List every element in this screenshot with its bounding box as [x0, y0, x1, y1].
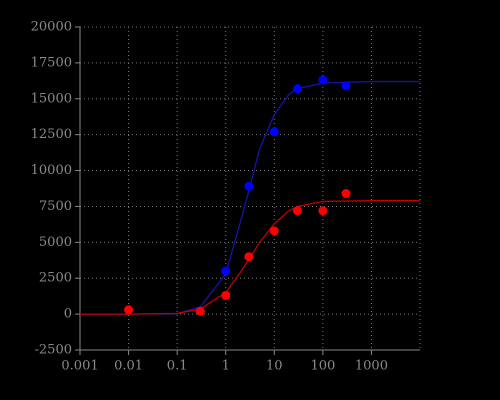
data-point [269, 127, 279, 137]
x-tick-label: 0.01 [114, 359, 143, 374]
y-tick-label: 12500 [31, 127, 72, 142]
y-tick-label: 2500 [39, 271, 72, 286]
y-tick-label: -2500 [35, 343, 72, 358]
data-point [269, 226, 279, 236]
data-point [341, 189, 351, 199]
x-tick-label: 100 [310, 359, 335, 374]
x-tick-label: 1000 [355, 359, 388, 374]
data-point [292, 84, 302, 94]
fit-curve [80, 80, 420, 315]
y-tick-label: 20000 [31, 20, 72, 35]
x-tick-label: 10 [266, 359, 283, 374]
fit-curve [80, 200, 420, 315]
x-tick-label: 0.1 [167, 359, 188, 374]
y-tick-label: 17500 [31, 55, 72, 70]
data-point [221, 290, 231, 300]
y-tick-label: 10000 [31, 163, 72, 178]
data-point [341, 81, 351, 91]
x-tick-label: 1 [222, 359, 230, 374]
data-point [318, 206, 328, 216]
data-point [195, 306, 205, 316]
y-tick-label: 15000 [31, 91, 72, 106]
y-tick-label: 5000 [39, 235, 72, 250]
y-tick-label: 7500 [39, 199, 72, 214]
x-tick-label: 0.001 [61, 359, 98, 374]
data-point [318, 75, 328, 85]
y-tick-label: 0 [64, 307, 72, 322]
data-point [244, 252, 254, 262]
data-point [124, 305, 134, 315]
data-point [292, 206, 302, 216]
data-point [221, 266, 231, 276]
data-point [244, 181, 254, 191]
